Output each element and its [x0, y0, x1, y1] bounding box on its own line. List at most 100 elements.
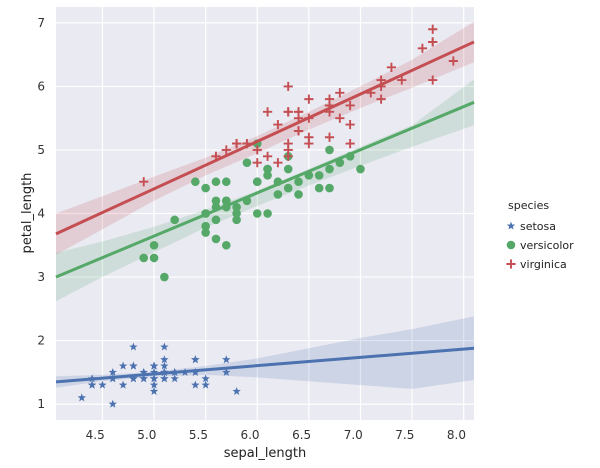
versicolor-point	[191, 177, 200, 187]
virginica-point	[273, 119, 283, 130]
setosa-point	[98, 380, 107, 389]
virginica-point	[345, 100, 355, 111]
setosa-point	[201, 380, 210, 389]
virginica-point	[283, 81, 293, 92]
virginica-point	[252, 158, 262, 168]
legend-marker-setosa	[506, 221, 516, 230]
virginica-point	[324, 132, 335, 142]
virginica-point	[448, 56, 458, 66]
versicolor-point	[263, 209, 272, 218]
virginica-point	[376, 94, 386, 104]
versicolor-point	[294, 177, 303, 187]
setosa-regression-line	[55, 346, 475, 384]
versicolor-point	[211, 234, 221, 244]
virginica-point	[397, 75, 407, 85]
versicolor-point	[149, 253, 159, 263]
virginica-point	[428, 37, 438, 47]
y-tick-labels: 1 2 3 4 5 6 7	[37, 16, 45, 411]
setosa-point	[129, 374, 138, 383]
versicolor-point	[356, 164, 365, 174]
setosa-point	[139, 367, 148, 376]
y-tick-label: 2	[37, 334, 45, 348]
virginica-point	[221, 145, 231, 155]
setosa-point	[139, 374, 148, 383]
scatter-points	[77, 24, 458, 408]
setosa-point	[222, 367, 231, 376]
versicolor-point	[232, 215, 241, 225]
setosa-point	[149, 387, 159, 395]
versicolor-point	[221, 240, 231, 250]
setosa-point	[149, 367, 159, 376]
virginica-point	[139, 177, 149, 187]
legend: species setosa versicolor virginica	[506, 199, 574, 271]
y-tick-label: 7	[37, 16, 45, 30]
regression-lines	[55, 40, 475, 384]
versicolor-point	[211, 215, 221, 225]
virginica-point	[417, 43, 427, 53]
versicolor-point	[325, 164, 334, 174]
setosa-point	[129, 361, 138, 370]
y-axis-label: petal_length	[20, 173, 35, 254]
versicolor-point	[283, 183, 293, 193]
legend-label-versicolor: versicolor	[520, 239, 574, 252]
versicolor-point	[201, 228, 210, 237]
virginica-point	[386, 62, 397, 72]
versicolor-point	[314, 183, 324, 193]
versicolor-point	[283, 164, 293, 174]
grid-lines	[56, 7, 474, 420]
virginica-point	[304, 132, 314, 142]
versicolor-point	[294, 190, 303, 199]
legend-item-setosa: setosa	[506, 220, 556, 233]
versicolor-point	[263, 171, 272, 180]
versicolor-point	[211, 177, 221, 187]
virginica-point	[262, 151, 273, 161]
versicolor-point	[242, 158, 252, 167]
setosa-point	[201, 374, 210, 383]
x-tick-label: 4.5	[86, 428, 105, 442]
legend-label-setosa: setosa	[520, 220, 556, 233]
setosa-point	[160, 342, 169, 351]
versicolor-point	[160, 272, 169, 282]
versicolor-point	[139, 253, 149, 263]
legend-title: species	[508, 199, 549, 212]
virginica-point	[428, 24, 438, 34]
x-tick-label: 5.5	[189, 428, 208, 442]
virginica-point	[345, 139, 355, 149]
versicolor-point	[314, 171, 324, 180]
setosa-point	[149, 374, 159, 383]
virginica-point	[335, 113, 345, 123]
versicolor-point	[221, 196, 231, 206]
legend-marker-virginica	[506, 259, 516, 269]
virginica-regression-line	[55, 40, 475, 236]
virginica-point	[428, 75, 438, 85]
setosa-point	[108, 399, 117, 408]
setosa-point	[191, 380, 200, 389]
virginica-point	[262, 107, 273, 117]
y-tick-label: 3	[37, 270, 45, 284]
versicolor-point	[221, 177, 231, 187]
setosa-confidence-band	[56, 316, 474, 389]
setosa-point	[232, 387, 241, 395]
virginica-point	[232, 139, 242, 149]
setosa-point	[191, 355, 200, 364]
setosa-point	[118, 361, 128, 370]
setosa-point	[77, 393, 86, 402]
x-tick-label: 7.5	[395, 428, 414, 442]
versicolor-point	[273, 190, 283, 199]
versicolor-point	[201, 183, 210, 193]
versicolor-point	[170, 215, 179, 225]
y-tick-label: 1	[37, 397, 45, 411]
setosa-point	[108, 367, 117, 376]
virginica-point	[283, 107, 293, 117]
versicolor-point	[252, 177, 262, 187]
versicolor-point	[263, 164, 272, 174]
virginica-point	[304, 94, 314, 104]
versicolor-point	[325, 145, 334, 155]
x-axis-label: sepal_length	[224, 446, 307, 461]
versicolor-point	[211, 196, 221, 206]
y-tick-label: 5	[37, 143, 45, 157]
y-tick-label: 4	[37, 207, 45, 221]
virginica-point	[273, 158, 283, 168]
x-tick-label: 7.0	[344, 428, 363, 442]
